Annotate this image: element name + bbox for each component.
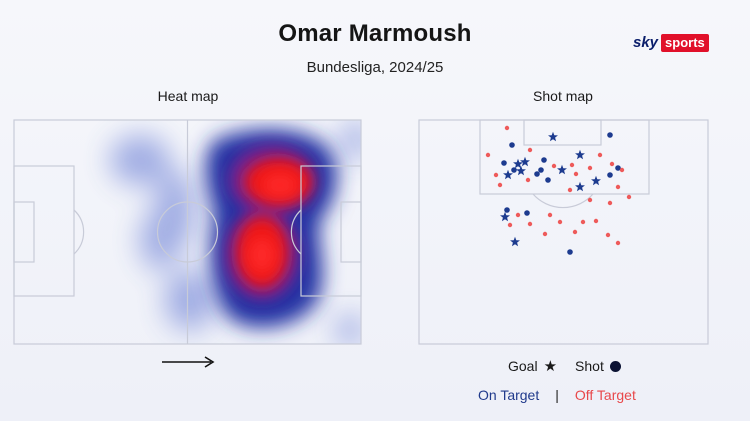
shot-dot-marker xyxy=(626,194,632,200)
legend-goal-label: Goal xyxy=(508,358,538,374)
goal-star-marker xyxy=(548,131,558,142)
target-legend: On Target | Off Target xyxy=(478,387,636,403)
shot-dot-marker xyxy=(615,240,621,246)
filled-circle-icon xyxy=(609,360,621,372)
attack-direction-arrow-icon xyxy=(162,356,215,368)
goal-star-marker xyxy=(591,175,601,186)
shot-dot-marker xyxy=(525,177,531,183)
shot-dot-marker xyxy=(485,152,491,158)
page-subtitle: Bundesliga, 2024/25 xyxy=(306,59,444,76)
shot-dot-marker xyxy=(580,219,586,225)
shot-dot-marker xyxy=(597,152,603,158)
goal-star-marker xyxy=(520,156,530,167)
shot-dot-marker xyxy=(504,125,510,131)
goal-star-marker xyxy=(513,158,523,169)
shot-dot-marker xyxy=(615,184,621,190)
shot-type-legend: Goal ★ Shot xyxy=(508,357,621,375)
shot-dot-marker xyxy=(573,171,579,177)
shot-dot-marker xyxy=(541,157,547,163)
shot-dot-marker xyxy=(501,160,507,166)
shot-dot-marker xyxy=(572,229,578,235)
sky-sports-logo: sky sports xyxy=(633,34,717,52)
shot-dot-marker xyxy=(509,142,515,148)
shot-dot-marker xyxy=(567,187,573,193)
star-icon: ★ xyxy=(543,358,558,375)
shot-dot-marker xyxy=(493,172,499,178)
heat-pitch-lines xyxy=(13,119,362,345)
shot-dot-marker xyxy=(538,167,544,173)
goal-star-marker xyxy=(557,164,567,175)
shot-pitch-lines xyxy=(418,119,709,345)
shot-dot-marker xyxy=(547,212,553,218)
legend-off-target: Off Target xyxy=(574,387,636,403)
shot-dot-marker xyxy=(607,132,613,138)
legend-separator: | xyxy=(555,387,559,403)
goal-star-marker xyxy=(516,165,526,176)
shot-dot-marker xyxy=(527,221,533,227)
logo-sky-text: sky xyxy=(633,34,659,51)
shot-dot-marker xyxy=(615,165,621,171)
shot-dot-marker xyxy=(607,200,613,206)
heat-map-label: Heat map xyxy=(157,88,219,104)
shot-map-label: Shot map xyxy=(533,88,593,104)
shot-dot-marker xyxy=(569,162,575,168)
shot-dot-marker xyxy=(605,232,611,238)
shot-dot-marker xyxy=(504,207,510,213)
page-title: Omar Marmoush xyxy=(278,20,472,47)
shot-dot-marker xyxy=(587,197,593,203)
shot-dot-marker xyxy=(607,172,613,178)
shot-dot-marker xyxy=(542,231,548,237)
shot-dot-marker xyxy=(593,218,599,224)
shot-dot-marker xyxy=(609,161,615,167)
shot-dot-marker xyxy=(587,165,593,171)
shot-dot-marker xyxy=(534,171,540,177)
goal-star-marker xyxy=(503,169,513,180)
shot-dot-marker xyxy=(524,210,530,216)
goal-star-marker xyxy=(575,181,585,192)
shot-dot-marker xyxy=(515,212,521,218)
shot-dot-marker xyxy=(551,163,557,169)
goal-star-marker xyxy=(510,236,520,247)
shot-dot-marker xyxy=(507,222,513,228)
legend-shot-label: Shot xyxy=(575,358,604,374)
shot-dot-marker xyxy=(497,182,503,188)
shot-dot-marker xyxy=(527,147,533,153)
heat-blobs xyxy=(110,120,361,344)
goal-star-marker xyxy=(500,211,510,222)
shots-layer xyxy=(485,125,632,255)
shot-dot-marker xyxy=(567,249,573,255)
goal-star-marker xyxy=(575,149,585,160)
shot-dot-marker xyxy=(557,219,563,225)
shot-dot-marker xyxy=(511,167,517,173)
logo-sports-text: sports xyxy=(661,34,709,52)
shot-dot-marker xyxy=(545,177,551,183)
legend-on-target: On Target xyxy=(478,387,540,403)
shot-dot-marker xyxy=(619,167,625,173)
